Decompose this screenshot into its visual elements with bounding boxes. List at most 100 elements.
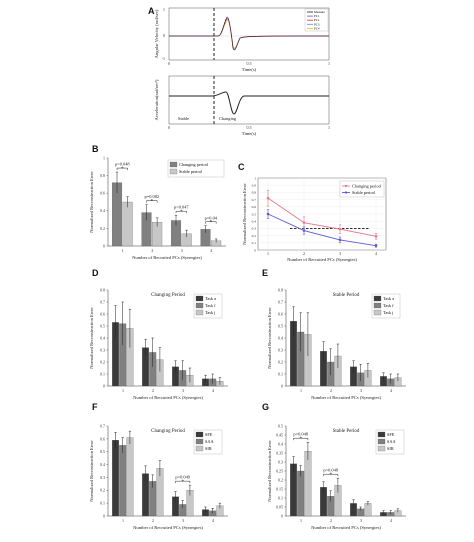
panel-a-legend-label: PCs xyxy=(314,18,320,22)
panel-c-ytick-label: 0.3 xyxy=(252,227,257,231)
panel-f-xtick-label: 4 xyxy=(212,518,214,523)
panel-d-legend-swatch xyxy=(195,302,204,309)
panel-g-ytick-label: 0.15 xyxy=(276,486,283,491)
panel-a-legend-label: Measure xyxy=(314,10,326,14)
panel-b-ytick-label: 0.4 xyxy=(100,208,105,213)
panel-g-bar xyxy=(297,470,305,517)
panel-f-legend-label: SAA xyxy=(205,439,214,444)
panel-e-ytick-label: 0 xyxy=(281,383,283,388)
panel-c-xtick-label: 2 xyxy=(303,251,305,256)
panel-g-xtick-label: 1 xyxy=(300,518,302,523)
panel-f-bar xyxy=(112,440,119,517)
panel-c-ylabel: Normalized Reconstruction Error xyxy=(242,183,247,245)
panel-e-xtick-label: 1 xyxy=(300,388,302,393)
panel-g-bar xyxy=(364,503,372,517)
panel-d-xtick-label: 3 xyxy=(182,388,184,393)
panel-d-ytick-label: 0.2 xyxy=(100,359,105,364)
panel-c-xlabel: Number of Recruited PCs (Synergies) xyxy=(287,257,357,262)
panel-f-legend-label: SIR xyxy=(205,446,212,451)
panel-b-xtick-label: 2 xyxy=(151,248,153,253)
panel-b-pvalue: p=0.048 xyxy=(115,162,130,167)
panel-a2-xlabel: Time(s) xyxy=(242,131,257,136)
panel-d-ytick-label: 0.1 xyxy=(100,371,105,376)
panel-c-ytick-label: 0.9 xyxy=(252,184,257,188)
panel-g-sig-bracket xyxy=(293,437,309,441)
panel-c-series-line xyxy=(267,213,377,247)
panel-a2-ylabel: Acceleration(rad/sec²) xyxy=(154,79,159,120)
panel-f-legend-label: SFE xyxy=(205,432,213,437)
panel-g-ytick-label: 0.3 xyxy=(278,459,283,464)
panel-e-legend-swatch xyxy=(373,295,382,302)
panel-d-ytick-label: 0 xyxy=(103,383,105,388)
panel-b-legend-box xyxy=(167,159,225,178)
panel-e-ytick-label: 0.1 xyxy=(278,371,283,376)
panel-f-ytick-label: 0.4 xyxy=(100,462,105,467)
panel-g-pvalue: p=0.048 xyxy=(323,468,338,473)
panel-a-frame xyxy=(168,7,330,61)
panel-g-ytick-label: 0.5 xyxy=(278,423,283,428)
panel-a-legend-box xyxy=(304,8,329,32)
panel-f-xlabel: Number of Recruited PCs (Synergies) xyxy=(133,525,203,530)
panel-d-ytick-label: 0.8 xyxy=(100,287,105,292)
panel-c-point xyxy=(266,196,270,200)
panel-c-ytick-label: 0.5 xyxy=(252,212,257,216)
panel-b-sig-bracket xyxy=(205,221,217,224)
panel-b-legend-swatch xyxy=(169,161,178,168)
panel-f-ylabel: Normalized Reconstruction Error xyxy=(89,440,94,502)
panel-e-legend-label: Task j xyxy=(383,310,393,315)
panel-c-ytick-label: 0.6 xyxy=(252,205,257,209)
panel-c-point xyxy=(374,235,378,238)
panel-d-title: Changing Period xyxy=(151,293,185,298)
panel-d-xtick-label: 1 xyxy=(122,388,124,393)
panel-g-sig-star: * xyxy=(329,473,332,478)
panel-a2-accel-line xyxy=(169,91,329,115)
panel-c-legend-label: Changing period xyxy=(352,184,382,189)
panel-g-ytick-label: 0.2 xyxy=(278,477,283,482)
panel-e-bar-chart: 0 0.1 0.2 0.3 0.4 0.5 0.6 0.7 0.8 1 2 3 4 Number of R… xyxy=(267,287,406,400)
panel-g-ytick-label: 0.1 xyxy=(278,495,283,500)
panel-e-legend-swatch xyxy=(373,309,382,316)
panel-g-xtick-label: 4 xyxy=(390,518,392,523)
panel-b-ytick-label: 0.2 xyxy=(100,226,105,231)
panel-g-bar xyxy=(290,463,297,517)
panel-b-pvalue: p=0.04 xyxy=(205,215,218,220)
panel-a-acceleration-plot: Stable Changing 0 0.5 1 Time(s) Accelera… xyxy=(154,75,330,136)
panel-e-ylabel: Normalized Reconstruction Error xyxy=(267,307,272,369)
panel-f-pvalue: p=0.049 xyxy=(175,475,190,480)
panel-d-ytick-label: 0.5 xyxy=(100,323,105,328)
panel-g-pvalue: p=0.048 xyxy=(293,432,308,437)
panel-c-legend-box xyxy=(339,180,385,198)
panel-d-bar-chart: 0 0.1 0.2 0.3 0.4 0.5 0.6 0.7 0.8 1 2 3 4 Number of R… xyxy=(89,287,228,400)
panel-b-xtick-label: 1 xyxy=(122,248,124,253)
panel-f-xtick-label: 3 xyxy=(182,518,184,523)
panel-b-sig-star: * xyxy=(210,221,213,226)
panel-f-legend-swatch xyxy=(195,445,204,452)
panel-c-point xyxy=(374,244,378,247)
panel-f-ytick-label: 0.2 xyxy=(100,488,105,493)
panel-g-legend-swatch xyxy=(377,438,386,445)
panel-f-ytick-label: 0.6 xyxy=(100,436,105,441)
panel-c-ytick-label: 0.4 xyxy=(252,220,257,224)
panel-g-legend-label: SFE xyxy=(387,432,395,437)
panel-e-ytick-label: 0.8 xyxy=(278,287,283,292)
panel-d-legend-label: Task f xyxy=(205,303,216,308)
panel-label-e: E xyxy=(262,268,268,278)
panel-b-ylabel: Normalized Reconstruction Error xyxy=(89,171,94,233)
panel-a-legend-label: PC3 xyxy=(314,22,320,26)
panel-f-ytick-label: 0.5 xyxy=(100,449,105,454)
panel-d-ytick-label: 0.3 xyxy=(100,347,105,352)
panel-e-xtick-label: 2 xyxy=(330,388,332,393)
panel-b-ytick-label: 0.6 xyxy=(100,191,105,196)
panel-c-ytick-label: 0.2 xyxy=(252,234,257,238)
panel-g-ytick-label: 0.45 xyxy=(276,432,283,437)
panel-c-ytick-label: 0 xyxy=(254,248,256,252)
panel-a-ytick-bottom: -1 xyxy=(162,56,165,61)
panel-label-g: G xyxy=(262,402,269,412)
panel-a-xtick-1: 0.5 xyxy=(247,61,252,66)
panel-e-legend-label: Task f xyxy=(383,303,394,308)
panel-f-xtick-label: 1 xyxy=(122,518,124,523)
panel-d-legend-label: Task a xyxy=(205,296,216,301)
panel-e-ytick-label: 0.6 xyxy=(278,311,283,316)
panel-f-bar xyxy=(126,437,134,517)
